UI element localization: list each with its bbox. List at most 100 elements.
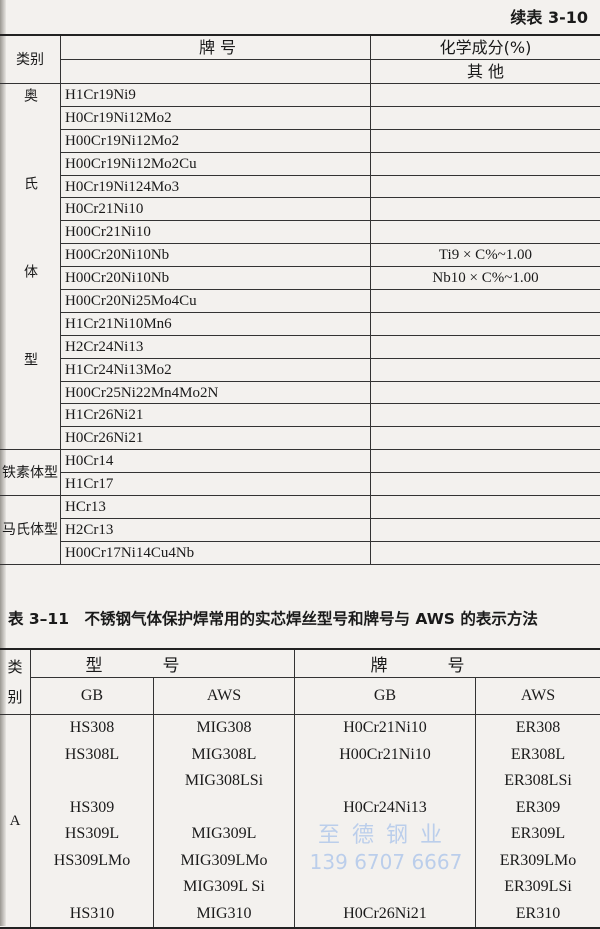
table-row: H00Cr25Ni22Mn4Mo2N	[0, 381, 600, 404]
brand-gb-cell: H0Cr24Ni13	[295, 795, 476, 822]
brand-aws-cell: ER309L	[476, 821, 600, 848]
table-row: H00Cr21Ni10	[0, 221, 600, 244]
brand-gb-cell	[295, 821, 476, 848]
model-aws-cell: MIG308L	[154, 742, 295, 769]
other-cell	[371, 335, 600, 358]
brand-cell: HCr13	[61, 496, 371, 519]
brand-aws-cell: ER308LSi	[476, 768, 600, 795]
brand-aws-cell: ER308	[476, 715, 600, 742]
other-cell	[371, 518, 600, 541]
model-gb-cell	[31, 768, 154, 795]
table-row: H1Cr21Ni10Mn6	[0, 312, 600, 335]
brand-cell: H00Cr19Ni12Mo2Cu	[61, 152, 371, 175]
table-row: MIG309L Si ER309LSi	[0, 874, 600, 901]
model-aws-cell: MIG310	[154, 901, 295, 929]
brand-aws-header: AWS	[476, 678, 600, 715]
other-cell	[371, 473, 600, 496]
brand-cell: H1Cr24Ni13Mo2	[61, 358, 371, 381]
model-gb-cell: HS309L	[31, 821, 154, 848]
other-cell	[371, 175, 600, 198]
table-row: H1Cr26Ni21	[0, 404, 600, 427]
other-cell	[371, 450, 600, 473]
other-cell: Ti9 × C%~1.00	[371, 244, 600, 267]
model-gb-cell: HS308L	[31, 742, 154, 769]
brand-gb-cell: H00Cr21Ni10	[295, 742, 476, 769]
model-aws-cell: MIG309LMo	[154, 848, 295, 875]
model-aws-cell	[154, 795, 295, 822]
table-row: H0Cr21Ni10	[0, 198, 600, 221]
table-row: H2Cr24Ni13	[0, 335, 600, 358]
brand-aws-cell: ER310	[476, 901, 600, 929]
brand-header: 牌号	[295, 649, 600, 678]
brand-aws-cell: ER309LSi	[476, 874, 600, 901]
table-row: MIG308LSi ER308LSi	[0, 768, 600, 795]
brand-cell: H00Cr20Ni10Nb	[61, 267, 371, 290]
brand-cell: H00Cr19Ni12Mo2	[61, 129, 371, 152]
category-cell: 奥氏体型	[0, 84, 61, 450]
other-cell	[371, 198, 600, 221]
brand-cell: H0Cr14	[61, 450, 371, 473]
brand-cell: H2Cr13	[61, 518, 371, 541]
brand-gb-cell	[295, 768, 476, 795]
model-gb-cell: HS310	[31, 901, 154, 929]
model-gb-cell: HS309LMo	[31, 848, 154, 875]
category-label: 奥氏体型	[22, 88, 38, 440]
brand-aws-cell: ER308L	[476, 742, 600, 769]
table-row: H00Cr17Ni14Cu4Nb	[0, 541, 600, 564]
table-row: H0Cr19Ni124Mo3	[0, 175, 600, 198]
model-aws-cell: MIG308	[154, 715, 295, 742]
category-cell: A	[0, 715, 31, 929]
other-cell: Nb10 × C%~1.00	[371, 267, 600, 290]
table-3-11-caption: 表 3–11 不锈钢气体保护焊常用的实芯焊丝型号和牌号与 AWS 的表示方法	[8, 607, 538, 629]
category-cell: 马氏体型	[0, 496, 61, 565]
brand-gb-cell	[295, 848, 476, 875]
table-row: H00Cr19Ni12Mo2Cu	[0, 152, 600, 175]
model-aws-cell: MIG308LSi	[154, 768, 295, 795]
brand-cell: H00Cr20Ni10Nb	[61, 244, 371, 267]
brand-cell: H00Cr25Ni22Mn4Mo2N	[61, 381, 371, 404]
brand-cell: H1Cr19Ni9	[61, 84, 371, 107]
other-cell	[371, 290, 600, 313]
model-gb-cell: HS309	[31, 795, 154, 822]
brand-header: 牌 号	[61, 35, 371, 60]
other-cell	[371, 129, 600, 152]
other-cell	[371, 541, 600, 564]
other-cell	[371, 496, 600, 519]
brand-cell: H00Cr20Ni25Mo4Cu	[61, 290, 371, 313]
other-cell	[371, 358, 600, 381]
brand-header-blank	[61, 60, 371, 84]
model-gb-cell	[31, 874, 154, 901]
brand-cell: H0Cr19Ni124Mo3	[61, 175, 371, 198]
model-aws-cell: MIG309L Si	[154, 874, 295, 901]
brand-cell: H2Cr24Ni13	[61, 335, 371, 358]
model-header: 型号	[31, 649, 295, 678]
brand-cell: H0Cr19Ni12Mo2	[61, 106, 371, 129]
model-gb-header: GB	[31, 678, 154, 715]
brand-gb-cell: H0Cr21Ni10	[295, 715, 476, 742]
model-aws-header: AWS	[154, 678, 295, 715]
model-aws-cell: MIG309L	[154, 821, 295, 848]
other-cell	[371, 404, 600, 427]
other-cell	[371, 381, 600, 404]
brand-cell: H1Cr17	[61, 473, 371, 496]
table-row: H0Cr26Ni21	[0, 427, 600, 450]
table-row: H00Cr20Ni25Mo4Cu	[0, 290, 600, 313]
category-header-text: 类别	[7, 658, 22, 706]
table-row: H1Cr17	[0, 473, 600, 496]
brand-cell: H0Cr21Ni10	[61, 198, 371, 221]
category-header: 类别	[0, 649, 31, 715]
table-row: H0Cr19Ni12Mo2	[0, 106, 600, 129]
brand-cell: H00Cr17Ni14Cu4Nb	[61, 541, 371, 564]
brand-gb-cell	[295, 874, 476, 901]
table-row: H00Cr19Ni12Mo2	[0, 129, 600, 152]
